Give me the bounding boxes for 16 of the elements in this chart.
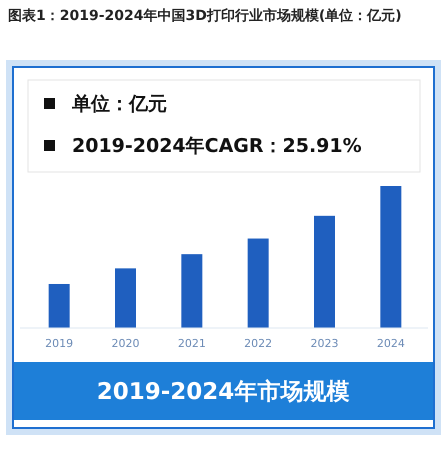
x-axis-title: 2019-2024年市场规模: [96, 378, 350, 405]
x-tick-label: 2020: [112, 337, 140, 350]
bar: [115, 268, 136, 328]
chart-title: 图表1：2019-2024年中国3D打印行业市场规模(单位：亿元): [8, 7, 402, 24]
x-tick-label: 2022: [244, 337, 272, 350]
text: 单位：亿元: [71, 93, 167, 115]
bar: [248, 238, 269, 328]
x-tick-label: 2019: [45, 337, 74, 350]
text: 2019-2024年CAGR：25.91%: [72, 135, 362, 157]
bar: [48, 284, 70, 328]
bar: [380, 186, 402, 328]
x-tick-label: 2021: [178, 337, 206, 350]
bar: [314, 216, 335, 328]
x-tick-label: 2023: [310, 337, 338, 350]
x-tick-label: 2024: [376, 337, 405, 350]
bar: [181, 254, 202, 328]
